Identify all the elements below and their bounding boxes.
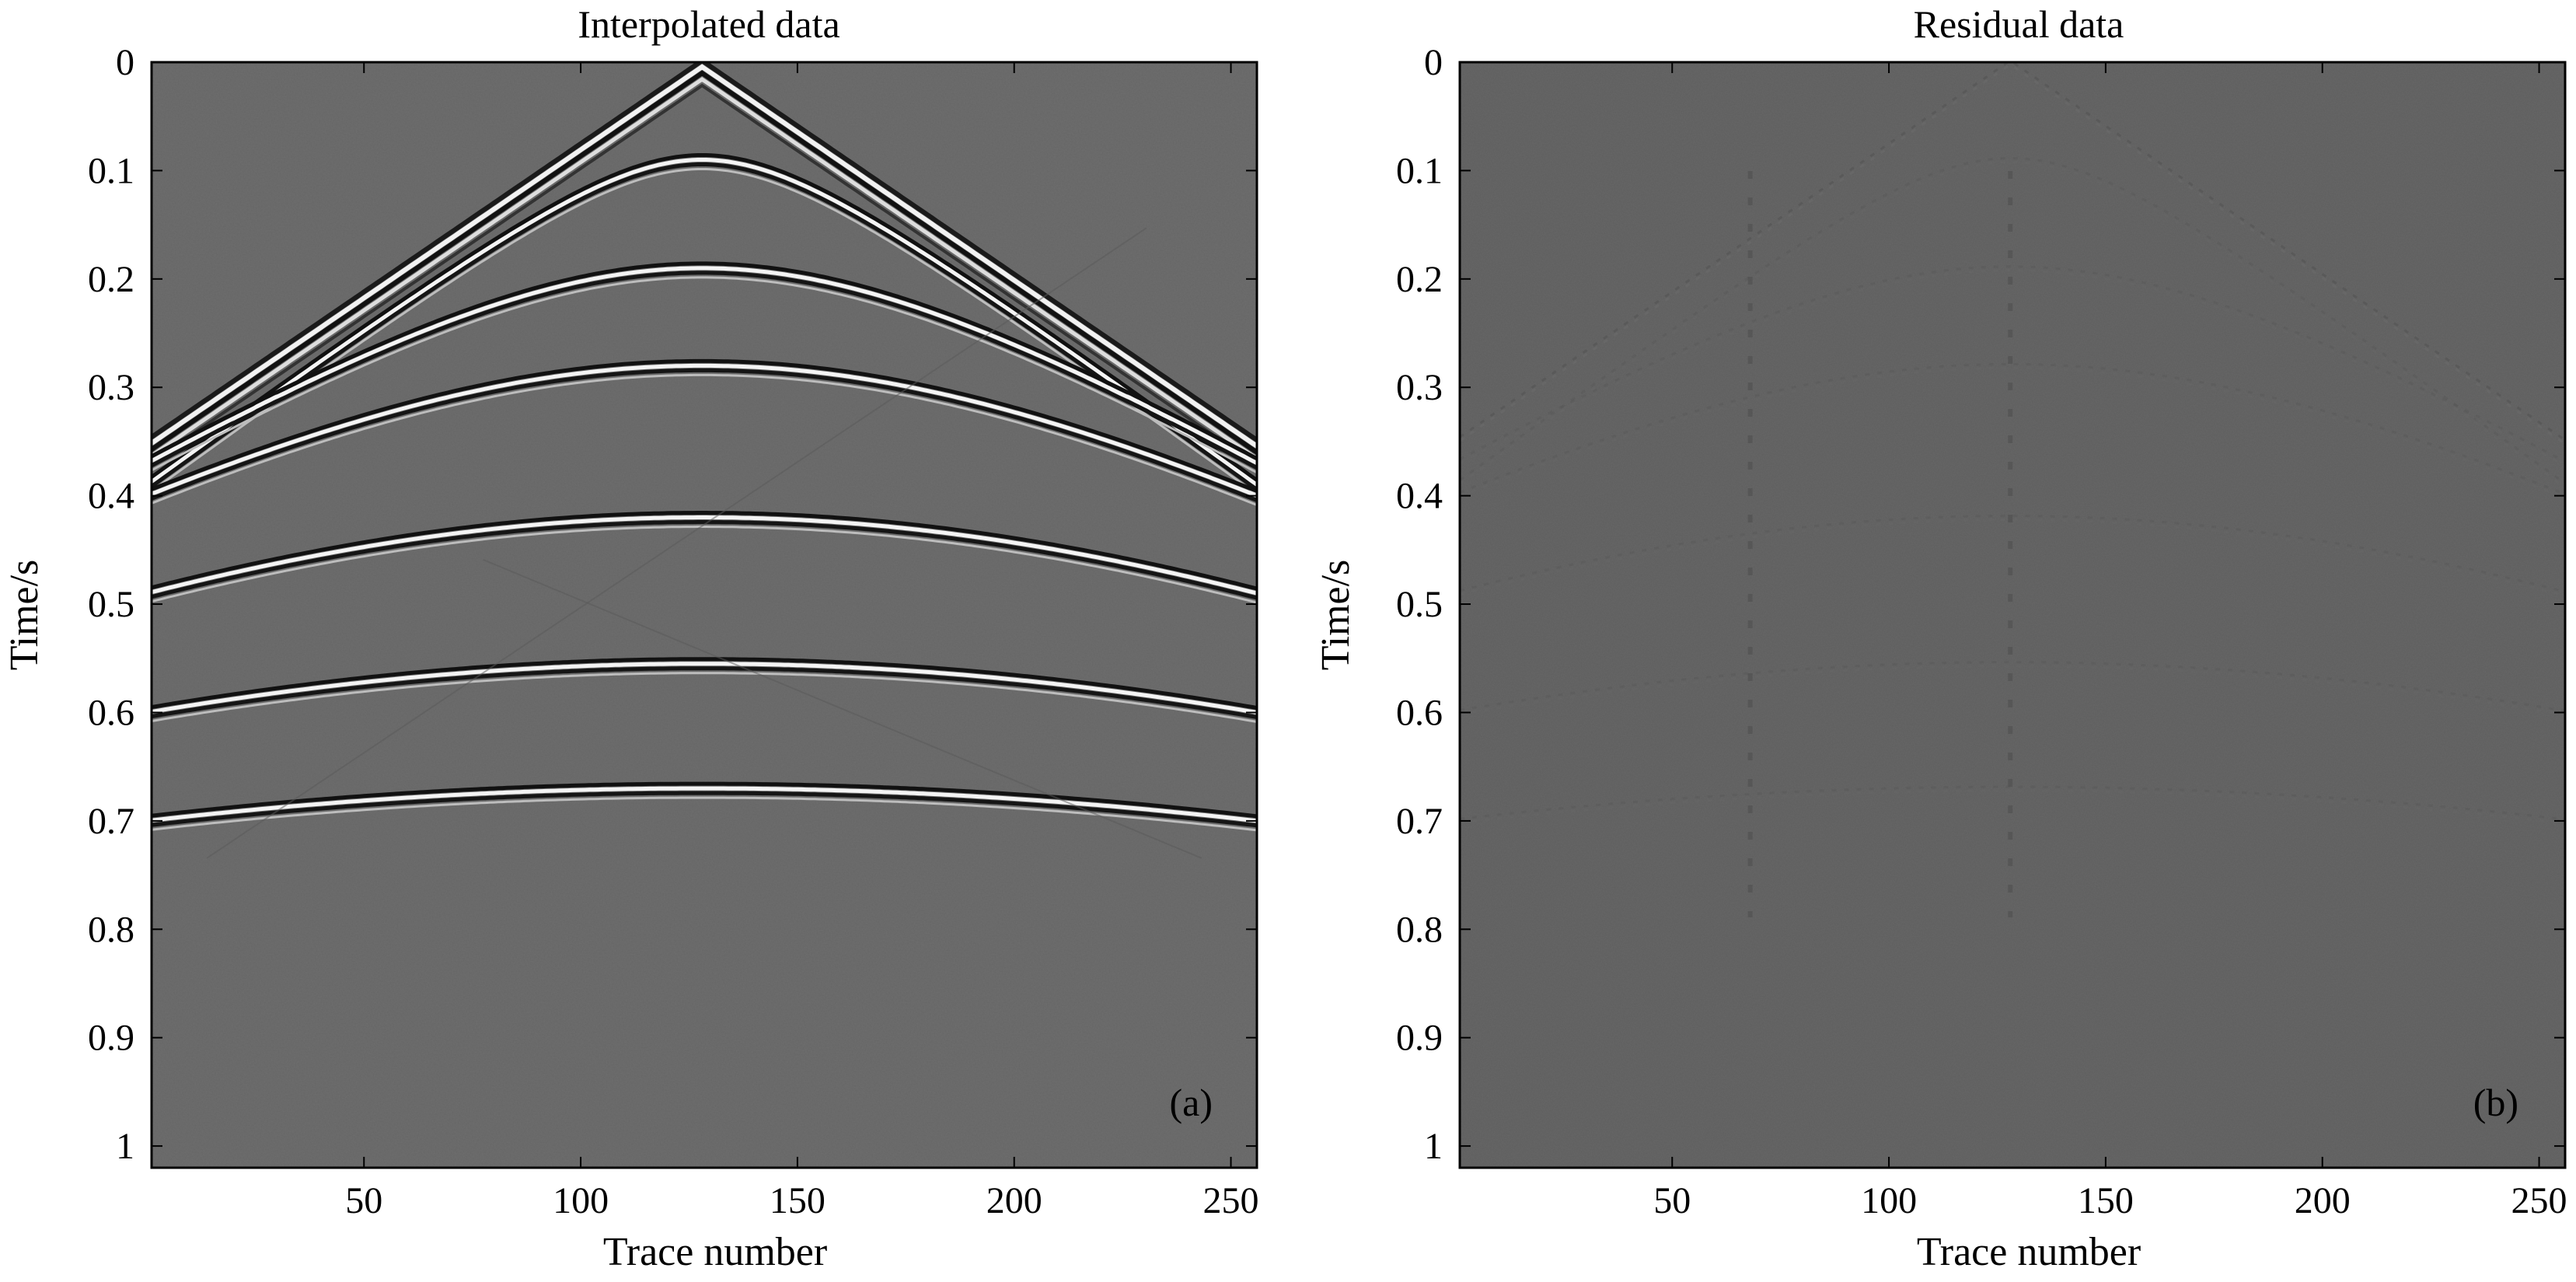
- y-tick-label: 0.6: [88, 692, 134, 733]
- chart-title: Residual data: [1914, 2, 2124, 46]
- residual-trace: [1460, 161, 2565, 488]
- reflection-event: [152, 515, 1257, 596]
- reflection-event: [152, 511, 1257, 591]
- y-tick-label: 0.3: [1396, 367, 1443, 408]
- x-tick-label: 150: [2078, 1180, 2134, 1221]
- y-tick-label: 0.5: [88, 584, 134, 625]
- y-tick-label: 0: [116, 42, 134, 83]
- x-tick-label: 50: [345, 1180, 382, 1221]
- y-tick-label: 0.5: [1396, 584, 1443, 625]
- panel-label: (b): [2473, 1081, 2518, 1124]
- y-tick-label: 0.8: [1396, 909, 1443, 950]
- residual-trace: [1460, 157, 2565, 484]
- reflection-event: [152, 153, 1257, 482]
- y-tick-label: 0: [1424, 42, 1443, 83]
- y-tick-label: 0.7: [1396, 801, 1443, 842]
- artifact-line: [483, 558, 1202, 859]
- axis-ticks: 50 100 150 200 250 0 0.1 0.2 0.3 0.4 0.5 0.6 0.7 0.8 0…: [1396, 42, 2567, 1221]
- reflection-event: [152, 520, 1257, 600]
- y-tick-label: 0.1: [1396, 150, 1443, 191]
- reflection-event: [152, 261, 1257, 461]
- axis-ticks: 50 100 150 200 250 0 0.1 0.2 0.3 0.4 0.5 0.6 0.7 0.8 0…: [88, 42, 1259, 1221]
- y-tick-label: 0.3: [88, 367, 134, 408]
- x-tick-label: 50: [1653, 1180, 1691, 1221]
- plot-frame: [1458, 61, 2567, 1169]
- y-axis-label: Time/s: [1314, 560, 1358, 671]
- x-tick-label: 200: [986, 1180, 1042, 1221]
- direct-wave-lobe: [152, 83, 1257, 466]
- residual-trace: [1460, 366, 2565, 499]
- plot-texture: [1460, 62, 2565, 1168]
- chart-title: Interpolated data: [578, 2, 839, 46]
- reflection-event: [152, 781, 1257, 819]
- y-tick-label: 0.2: [88, 259, 134, 300]
- reflection-event: [152, 266, 1257, 466]
- reflection-event: [152, 271, 1257, 470]
- x-axis-label: Trace number: [1917, 1230, 2141, 1274]
- y-tick-label: 0.6: [1396, 692, 1443, 733]
- plot-area: [1460, 62, 2565, 917]
- reflection-event: [152, 358, 1257, 493]
- reflection-event: [152, 666, 1257, 719]
- x-tick-label: 150: [770, 1180, 826, 1221]
- reflection-event: [152, 363, 1257, 498]
- residual-trace: [1460, 362, 2565, 495]
- direct-wave-lobe: [152, 64, 1257, 449]
- reflection-event: [152, 672, 1257, 723]
- x-tick-label: 250: [2511, 1180, 2567, 1221]
- reflection-event: [152, 368, 1257, 502]
- y-tick-label: 0.4: [88, 476, 134, 517]
- x-tick-label: 100: [1861, 1180, 1917, 1221]
- plot-frame: [150, 61, 1258, 1169]
- panel-interpolated: Interpolated data 50 100 150 200 250 0 0.1 0.2 0…: [2, 2, 1259, 1274]
- plot-area: [152, 62, 1257, 859]
- panel-residual: Residual data 50 100 150 200 250 0 0.1 0.2 0.3 0.…: [1314, 2, 2567, 1274]
- y-tick-label: 0.2: [1396, 259, 1443, 300]
- y-tick-label: 1: [1424, 1126, 1443, 1167]
- direct-wave-lobe: [152, 62, 1257, 442]
- y-tick-label: 0.8: [88, 909, 134, 950]
- reflection-event: [152, 162, 1257, 491]
- y-tick-label: 0.9: [88, 1018, 134, 1059]
- y-tick-label: 0.7: [88, 801, 134, 842]
- reflection-event: [152, 373, 1257, 506]
- plot-texture: [152, 62, 1257, 1168]
- reflection-event: [152, 662, 1257, 714]
- residual-trace: [1460, 515, 2565, 593]
- residual-trace: [1460, 665, 2565, 716]
- reflection-event: [152, 276, 1257, 474]
- y-tick-label: 0.4: [1396, 476, 1443, 517]
- y-tick-label: 0.1: [88, 150, 134, 191]
- residual-trace: [1460, 785, 2565, 821]
- x-tick-label: 100: [553, 1180, 609, 1221]
- direct-wave-lobe: [152, 70, 1257, 455]
- reflection-event: [152, 796, 1257, 832]
- reflection-event: [152, 158, 1257, 487]
- direct-wave-lobe: [152, 76, 1257, 460]
- reflection-event: [152, 526, 1257, 604]
- y-tick-label: 0.9: [1396, 1018, 1443, 1059]
- reflection-event: [152, 168, 1257, 495]
- x-tick-label: 250: [1203, 1180, 1259, 1221]
- x-tick-label: 200: [2295, 1180, 2351, 1221]
- x-axis-label: Trace number: [603, 1230, 827, 1274]
- reflection-event: [152, 786, 1257, 823]
- panel-label: (a): [1170, 1081, 1213, 1124]
- residual-trace: [1460, 519, 2565, 597]
- reflection-event: [152, 657, 1257, 710]
- y-axis-label: Time/s: [2, 560, 47, 671]
- residual-trace: [1460, 789, 2565, 825]
- artifact-line: [206, 227, 1147, 859]
- y-tick-label: 1: [116, 1126, 134, 1167]
- reflection-event: [152, 791, 1257, 828]
- residual-trace: [1460, 661, 2565, 712]
